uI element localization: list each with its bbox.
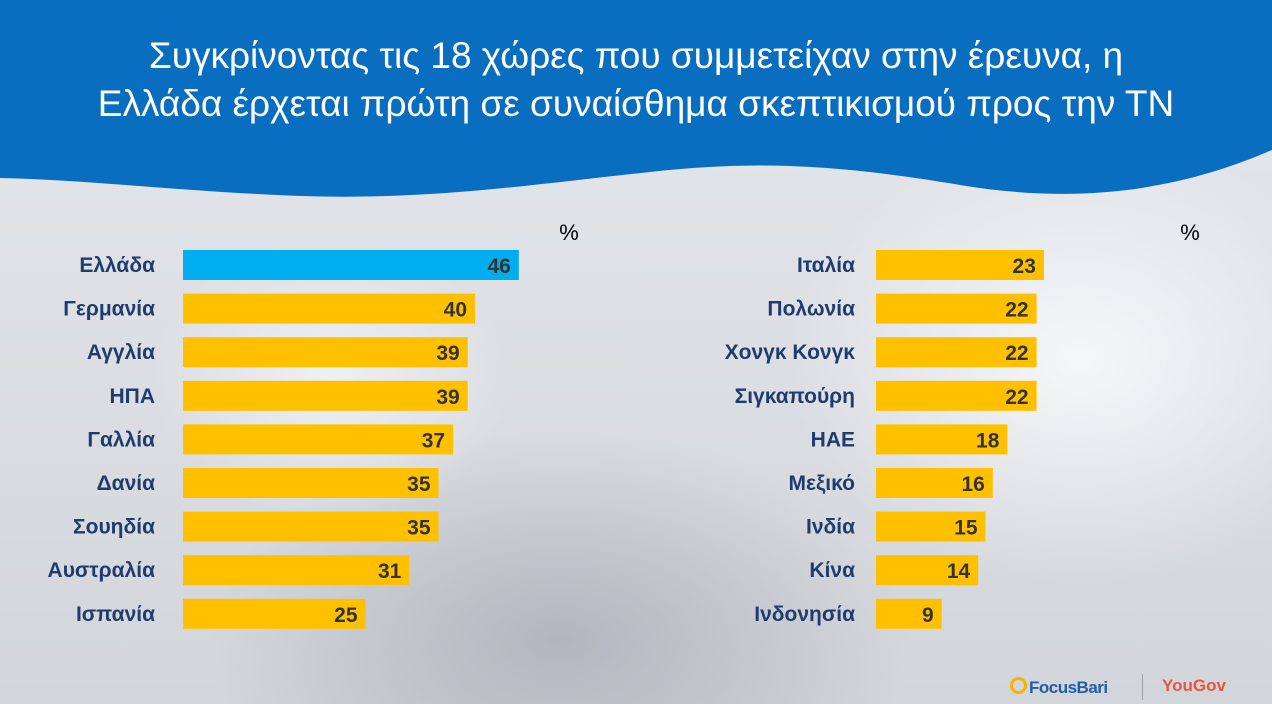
bar — [876, 555, 979, 586]
bar — [183, 555, 410, 586]
data-label: 22 — [1005, 299, 1028, 322]
bar — [876, 511, 986, 542]
bar — [183, 380, 468, 411]
unit-label: % — [1180, 220, 1200, 245]
data-label: 35 — [407, 473, 431, 496]
data-label: 39 — [436, 386, 459, 409]
category-label: Ινδία — [806, 516, 855, 539]
category-label: Ινδονησία — [754, 603, 855, 626]
page-title: Συγκρίνοντας τις 18 χώρες που συμμετείχα… — [0, 32, 1272, 128]
unit-label: % — [559, 220, 579, 245]
magnifier-icon — [1010, 677, 1027, 694]
category-label: ΗΠΑ — [110, 385, 156, 408]
data-label: 15 — [954, 517, 978, 540]
category-label: ΗΑΕ — [811, 428, 855, 451]
data-label: 35 — [407, 517, 431, 540]
bar — [183, 468, 439, 498]
bar — [876, 380, 1037, 411]
data-label: 46 — [487, 255, 510, 278]
data-label: 40 — [444, 299, 467, 322]
data-label: 39 — [436, 342, 459, 365]
bar — [183, 424, 454, 455]
category-label: Πολωνία — [767, 298, 855, 321]
category-label: Αγγλία — [87, 341, 155, 364]
category-label: Ελλάδα — [79, 254, 155, 277]
category-label: Ισπανία — [76, 603, 155, 626]
header-banner: Συγκρίνοντας τις 18 χώρες που συμμετείχα… — [0, 0, 1272, 230]
data-label: 22 — [1005, 342, 1028, 365]
bar — [876, 468, 993, 498]
logo-divider — [1142, 674, 1143, 700]
data-label: 16 — [961, 473, 984, 496]
data-label: 25 — [334, 604, 358, 627]
bar — [183, 511, 439, 542]
title-line-1: Συγκρίνοντας τις 18 χώρες που συμμετείχα… — [148, 35, 1124, 76]
category-label: Αυστραλία — [48, 559, 156, 582]
data-label: 18 — [976, 429, 1000, 452]
bar — [183, 250, 519, 280]
category-label: Χονγκ Κονγκ — [725, 341, 856, 364]
category-label: Γερμανία — [63, 298, 155, 321]
data-label: 37 — [422, 429, 445, 452]
data-label: 9 — [922, 604, 934, 627]
category-label: Ιταλία — [797, 254, 855, 277]
data-label: 23 — [1013, 255, 1036, 278]
yougov-logo: YouGov — [1162, 676, 1226, 695]
bar — [876, 598, 942, 629]
bar — [876, 424, 1008, 455]
category-label: Γαλλία — [87, 428, 155, 451]
footer-logos: FocusBari YouGov — [1010, 672, 1260, 704]
bar — [183, 337, 468, 368]
category-label: Κίνα — [809, 559, 855, 582]
data-label: 22 — [1005, 386, 1028, 409]
data-label: 31 — [378, 560, 402, 583]
category-label: Δανία — [97, 472, 156, 495]
category-label: Μεξικό — [789, 472, 856, 495]
title-line-2: Ελλάδα έρχεται πρώτη σε συναίσθημα σκεπτ… — [97, 83, 1175, 124]
bar — [876, 293, 1037, 324]
category-label: Σιγκαπούρη — [735, 385, 855, 408]
bar — [876, 337, 1037, 368]
category-label: Σουηδία — [73, 516, 155, 539]
data-label: 14 — [947, 560, 971, 583]
header-wave — [0, 0, 1272, 197]
bar — [876, 250, 1044, 280]
bar — [183, 598, 366, 629]
bar — [183, 293, 475, 324]
focusbari-logo: FocusBari — [1010, 676, 1108, 698]
